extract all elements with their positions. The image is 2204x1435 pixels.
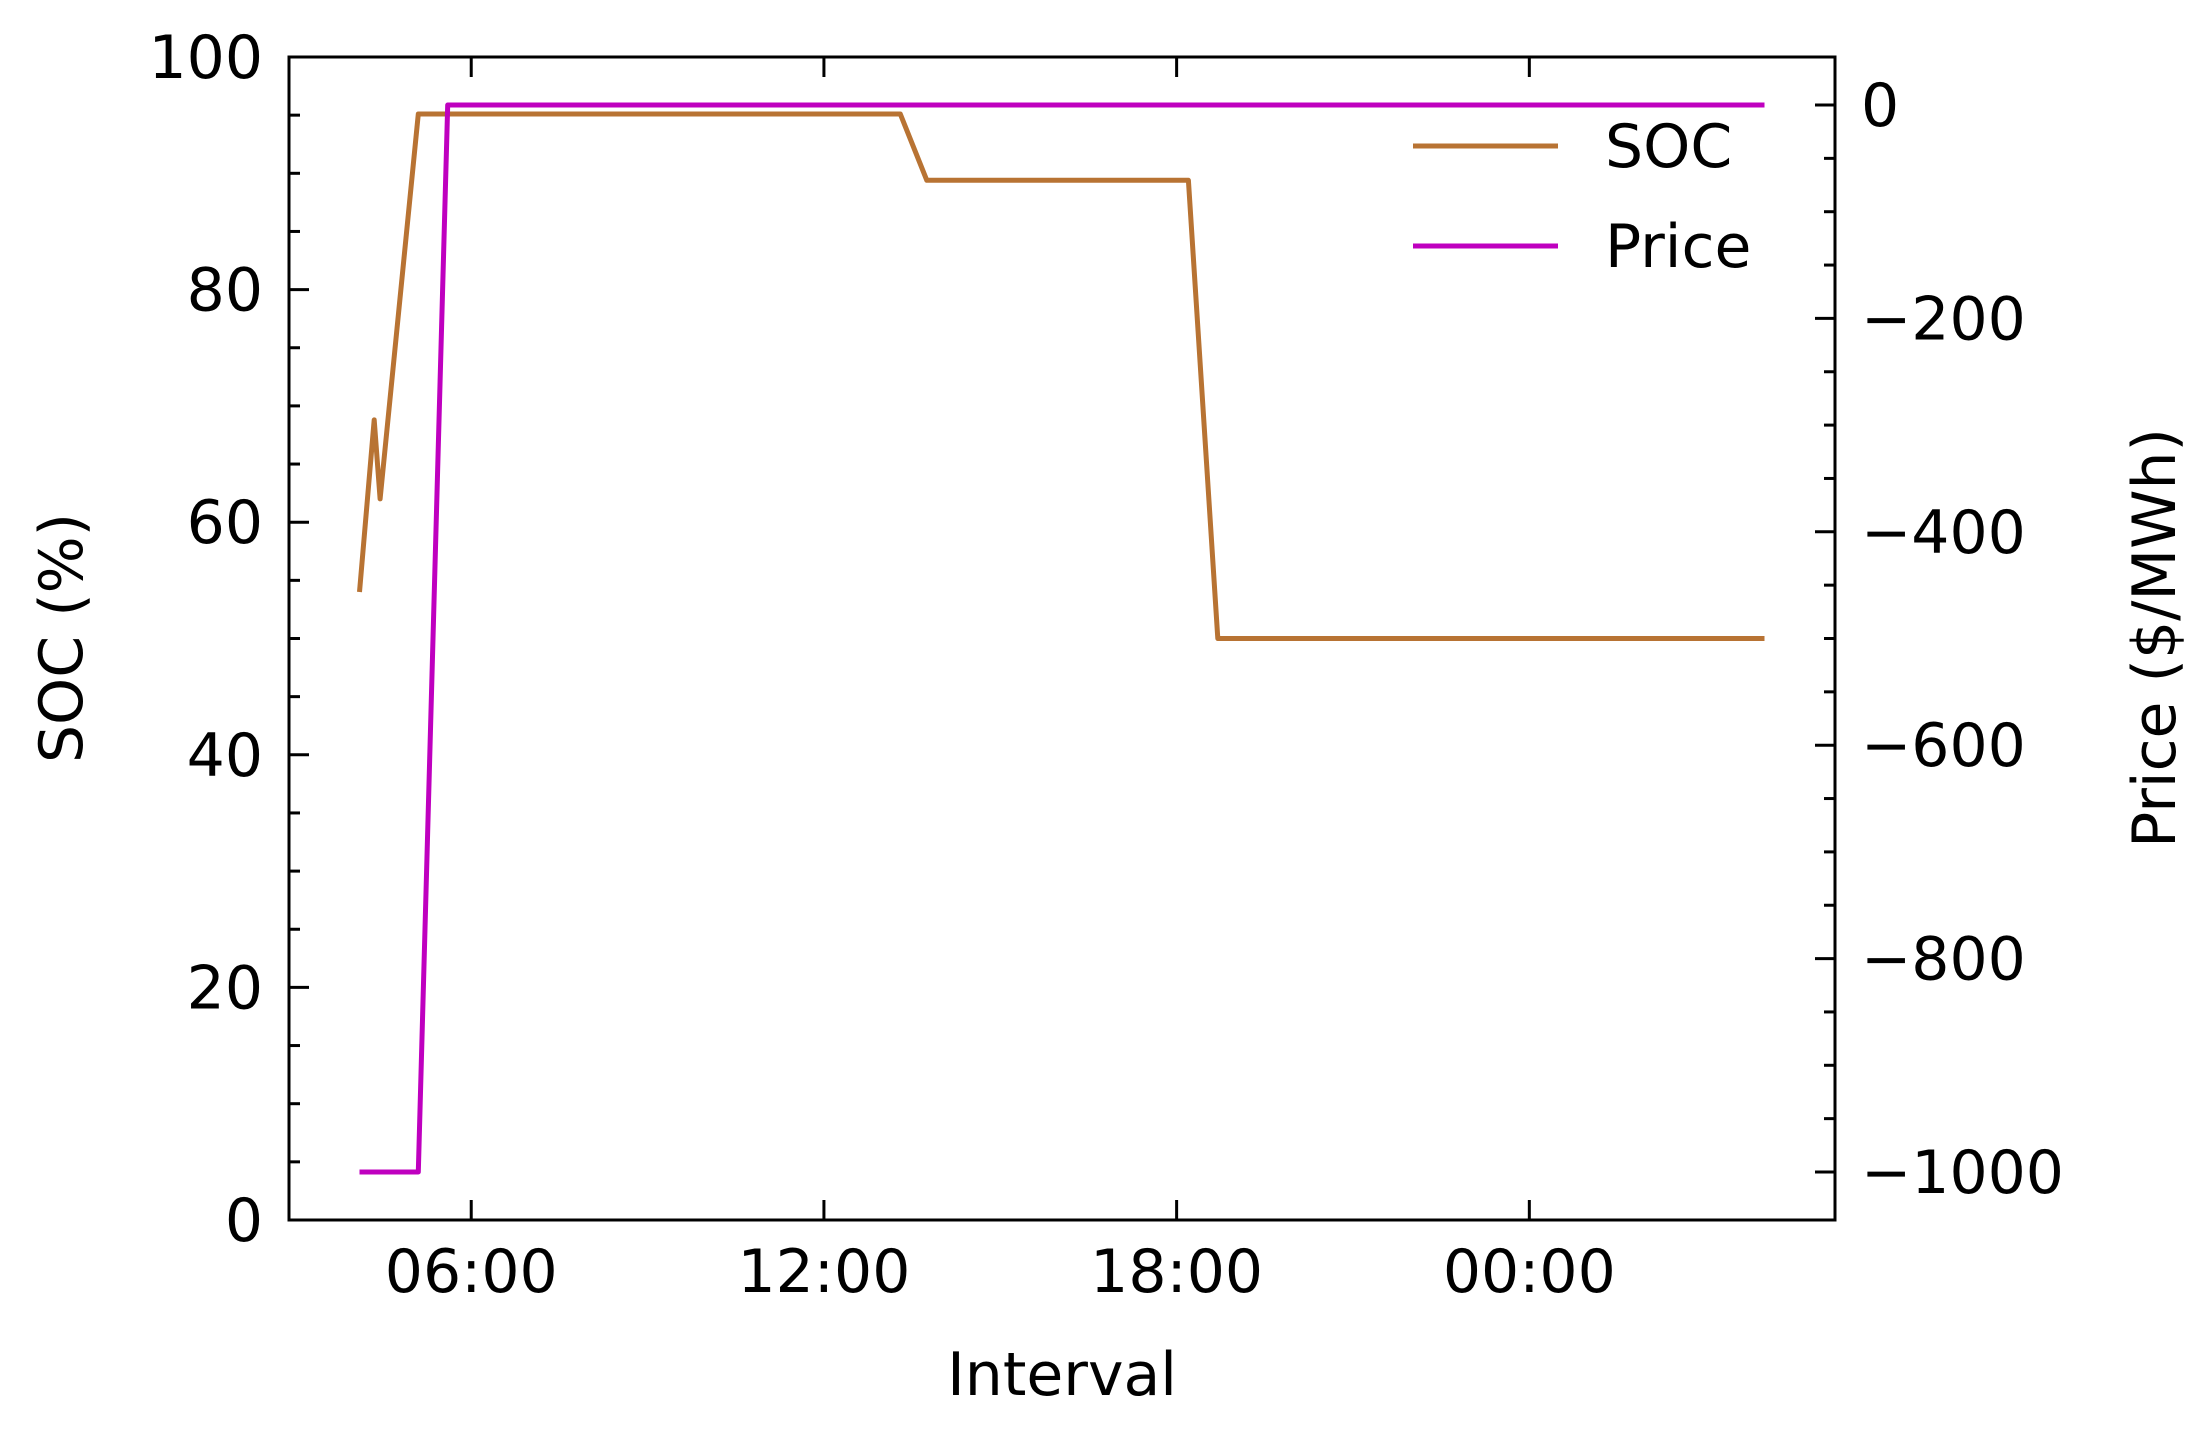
series-line-soc [357, 111, 1765, 641]
x-tick-label: 12:00 [737, 1237, 910, 1307]
x-axis-label: Interval [947, 1340, 1177, 1410]
legend-label-soc: SOC [1605, 112, 1732, 182]
legend: SOC Price [1413, 112, 1751, 282]
series-line-price [359, 102, 1765, 1175]
y-left-tick-label: 40 [187, 721, 263, 791]
y-right-tick-label: −800 [1861, 925, 2026, 995]
y-axis-label-left: SOC (%) [27, 513, 97, 763]
y-left-tick-label: 0 [225, 1186, 263, 1256]
y-axis-label-right: Price ($/MWh) [2120, 428, 2190, 848]
y-right-tick-label: 0 [1861, 71, 1899, 141]
y-left-tick-label: 60 [187, 488, 263, 558]
x-tick-label: 00:00 [1443, 1237, 1616, 1307]
y-left-tick-label: 80 [187, 256, 263, 326]
legend-label-price: Price [1605, 212, 1751, 282]
series-layer [357, 102, 1765, 1175]
y-right-tick-label: −200 [1861, 284, 2026, 354]
axis-layer: 06:00 12:00 18:00 00:00 0 20 40 60 80 100 0 −200 −40… [148, 23, 2064, 1307]
x-tick-label: 18:00 [1090, 1237, 1263, 1307]
y-right-tick-label: −400 [1861, 498, 2026, 568]
y-right-tick-label: −1000 [1861, 1138, 2064, 1208]
x-tick-label: 06:00 [385, 1237, 558, 1307]
y-left-tick-label: 100 [148, 23, 263, 93]
y-left-tick-label: 20 [187, 953, 263, 1023]
y-right-tick-label: −600 [1861, 711, 2026, 781]
